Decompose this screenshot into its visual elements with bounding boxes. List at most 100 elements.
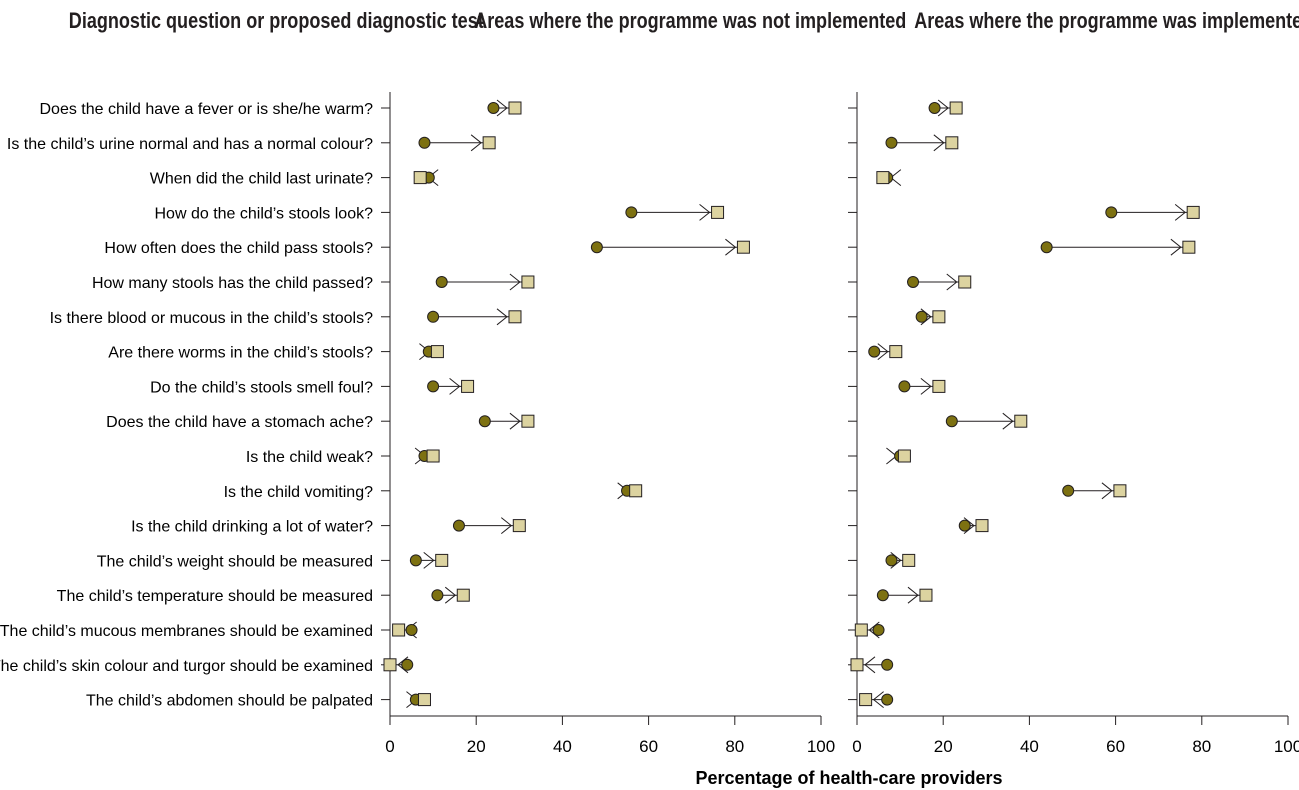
after-point (521, 275, 535, 289)
after-point (932, 379, 946, 393)
after-point (902, 553, 916, 567)
x-tick-label: 100 (807, 737, 835, 756)
category-label: Does the child have a stomach ache? (106, 414, 373, 431)
x-axis-label: Percentage of health-care providers (695, 768, 1002, 788)
before-point (915, 310, 928, 323)
after-point (949, 101, 963, 115)
category-label: The child’s weight should be measured (97, 553, 373, 570)
before-point (1105, 206, 1118, 219)
before-point (478, 415, 491, 428)
change-arrowhead (937, 99, 949, 117)
before-point (435, 276, 448, 288)
before-point (885, 136, 898, 149)
category-label: Do the child’s stools smell foul? (150, 379, 373, 396)
change-arrowhead (509, 412, 521, 430)
before-point (881, 693, 894, 706)
change-arrowhead (444, 586, 457, 604)
change-arrowhead (449, 378, 461, 395)
after-point (859, 693, 873, 707)
before-point (625, 206, 638, 219)
x-tick-label: 60 (639, 737, 658, 756)
after-point (711, 205, 725, 219)
before-point (907, 276, 920, 288)
before-point (868, 345, 881, 358)
change-arrowhead (907, 586, 919, 604)
x-tick-label: 40 (553, 737, 572, 756)
x-tick-label: 100 (1274, 737, 1299, 756)
after-point (629, 484, 643, 498)
category-label: Is the child’s urine normal and has a no… (7, 136, 373, 153)
after-point (975, 519, 989, 533)
change-arrowhead (500, 517, 513, 534)
change-arrowhead (946, 273, 958, 291)
after-point (482, 136, 496, 150)
change-arrowhead (1174, 204, 1186, 221)
change-arrowhead (423, 552, 435, 569)
category-labels: Does the child have a fever or is she/he… (0, 101, 373, 710)
after-point (512, 519, 526, 533)
before-point (405, 624, 418, 636)
category-label: The child’s abdomen should be palpated (86, 693, 373, 710)
change-arrowhead (496, 308, 508, 326)
x-tick-label: 60 (1106, 737, 1125, 756)
panel-implemented: 0 20 40 60 80 100 (848, 92, 1299, 756)
after-point (932, 310, 946, 324)
category-label: Is the child weak? (246, 449, 373, 466)
after-point (1014, 414, 1028, 428)
before-point (401, 658, 414, 671)
before-point (958, 519, 971, 532)
category-label: The child’s mucous membranes should be e… (0, 623, 373, 640)
after-point (417, 693, 431, 707)
before-point (590, 241, 603, 254)
before-point (1040, 241, 1053, 254)
after-point (889, 345, 903, 359)
before-point (431, 589, 444, 602)
before-point (427, 380, 440, 393)
after-point (383, 658, 397, 672)
x-tick-label: 0 (385, 737, 394, 756)
before-point (881, 658, 894, 671)
change-arrowhead (699, 204, 711, 221)
after-point (392, 623, 406, 637)
change-arrowhead (1170, 238, 1182, 256)
after-point (426, 449, 440, 463)
category-label: Is the child vomiting? (224, 484, 374, 501)
before-point (872, 624, 885, 636)
after-point (508, 101, 522, 115)
after-point (413, 171, 427, 185)
category-label: The child’s skin colour and turgor shoul… (0, 658, 373, 675)
category-label: How many stools has the child passed? (92, 275, 373, 292)
x-tick-label: 40 (1020, 737, 1039, 756)
category-label: How do the child’s stools look? (155, 205, 374, 222)
change-arrowhead (920, 378, 932, 395)
change-arrowhead (933, 134, 945, 152)
after-point (461, 379, 475, 393)
after-point (736, 240, 750, 254)
change-arrowhead (725, 238, 737, 256)
category-label: Does the child have a fever or is she/he… (40, 101, 374, 118)
category-label: The child’s temperature should be measur… (57, 588, 373, 605)
change-arrowhead (509, 273, 521, 291)
change-arrowhead (877, 343, 889, 360)
after-point (919, 588, 933, 602)
category-label: Are there worms in the child’s stools? (108, 345, 373, 362)
after-point (430, 345, 444, 359)
before-point (409, 554, 422, 567)
before-point (885, 554, 898, 567)
x-tick-label: 20 (467, 737, 486, 756)
after-point (850, 658, 864, 672)
before-point (928, 102, 941, 114)
after-point (1113, 484, 1127, 498)
after-point (1182, 240, 1196, 254)
after-point (854, 623, 868, 637)
after-point (958, 275, 972, 289)
before-point (452, 519, 465, 532)
change-arrowhead (872, 691, 884, 708)
x-tick-label: 20 (934, 737, 953, 756)
change-arrowhead (496, 99, 508, 117)
after-point (508, 310, 522, 324)
before-point (487, 102, 500, 114)
x-tick-label: 80 (1192, 737, 1211, 756)
after-point (1186, 205, 1200, 219)
